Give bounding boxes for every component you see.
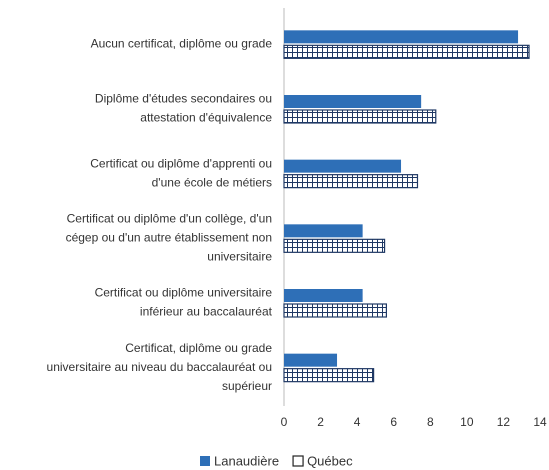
bar bbox=[283, 44, 530, 59]
x-tick-label: 8 bbox=[427, 415, 434, 429]
y-tick-label: Diplôme d'études secondaires ou bbox=[95, 92, 272, 106]
bar bbox=[284, 95, 422, 108]
legend-swatch bbox=[200, 456, 210, 466]
x-tick-label: 10 bbox=[460, 415, 474, 429]
bar bbox=[284, 30, 519, 44]
bar bbox=[284, 224, 363, 238]
legend-swatch bbox=[292, 455, 304, 467]
x-tick-label: 4 bbox=[354, 415, 361, 429]
y-tick-label: attestation d'équivalence bbox=[140, 111, 272, 125]
legend-label: Québec bbox=[307, 453, 353, 468]
y-tick-label: Certificat ou diplôme d'un collège, d'un bbox=[67, 212, 272, 226]
bar bbox=[283, 174, 419, 189]
y-tick-label: Certificat ou diplôme universitaire bbox=[95, 286, 273, 300]
bar bbox=[283, 303, 388, 318]
x-tick-label: 14 bbox=[533, 415, 547, 429]
y-tick-label: cégep ou d'un autre établissement non bbox=[66, 231, 272, 245]
legend-label: Lanaudière bbox=[214, 453, 279, 468]
y-tick-label: supérieur bbox=[222, 379, 272, 393]
bar bbox=[284, 289, 363, 302]
bar bbox=[284, 353, 338, 367]
y-tick-label: d'une école de métiers bbox=[152, 175, 272, 189]
x-tick-label: 6 bbox=[390, 415, 397, 429]
y-tick-label: universitaire bbox=[207, 250, 272, 264]
y-tick-label: Aucun certificat, diplôme ou grade bbox=[91, 37, 273, 51]
x-tick-label: 0 bbox=[281, 415, 288, 429]
bar bbox=[283, 238, 386, 253]
y-tick-label: universitaire au niveau du baccalauréat … bbox=[47, 360, 272, 374]
x-tick-label: 2 bbox=[317, 415, 324, 429]
bar bbox=[284, 159, 402, 173]
y-tick-label: Certificat, diplôme ou grade bbox=[125, 341, 272, 355]
x-tick-label: 12 bbox=[497, 415, 511, 429]
bar bbox=[283, 109, 437, 124]
bar bbox=[283, 368, 375, 383]
y-tick-label: inférieur au baccalauréat bbox=[140, 305, 273, 319]
y-tick-label: Certificat ou diplôme d'apprenti ou bbox=[90, 156, 272, 170]
